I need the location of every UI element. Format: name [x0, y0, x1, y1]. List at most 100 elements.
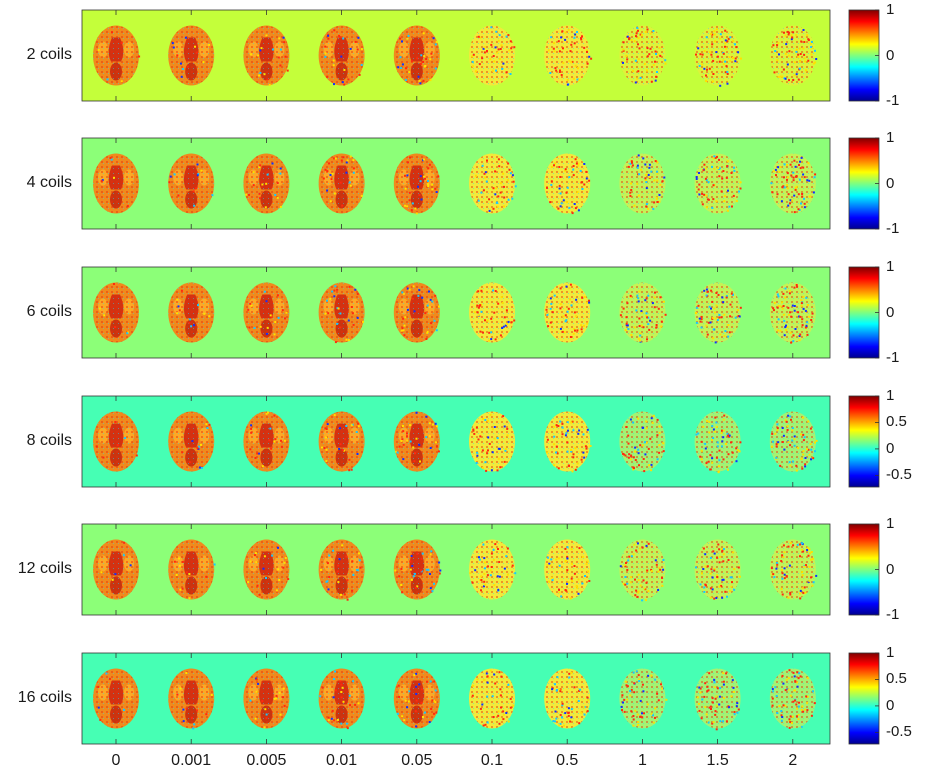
colorbar: [848, 395, 880, 488]
colorbar-tick-label: 1: [886, 129, 895, 146]
brain-slice-image: [318, 25, 365, 86]
x-tick-label: 0.001: [171, 752, 212, 769]
colorbar-tick-label: -1: [886, 349, 900, 366]
brain-slice-image: [243, 411, 290, 472]
brain-slice-image: [769, 153, 817, 214]
colorbar-tick-label: -0.5: [886, 723, 912, 741]
brain-slice-image: [619, 668, 668, 729]
brain-slice-image: [769, 282, 816, 344]
brain-slice-image: [243, 668, 290, 729]
colorbar-tick-label: 1: [886, 387, 895, 404]
brain-slice-image: [168, 539, 216, 600]
brain-slice-image: [694, 539, 741, 600]
brain-slice-image: [619, 153, 666, 214]
colorbar: [848, 266, 880, 359]
colorbar: [848, 523, 880, 616]
colorbar-tick-label: -1: [886, 92, 900, 109]
colorbar-tick-label: 0: [886, 560, 895, 578]
colorbar-tick-label: 0.5: [886, 670, 907, 688]
colorbar-tick-label: -1: [886, 606, 900, 623]
brain-slice-image: [93, 153, 139, 214]
x-tick-label: 0.01: [326, 752, 358, 769]
brain-slice-image: [318, 668, 365, 730]
x-tick-label: 1: [637, 752, 647, 769]
colorbar-tick-label: 1: [886, 644, 895, 661]
brain-slice-image: [243, 153, 290, 214]
brain-slice-image: [93, 282, 139, 343]
colorbar-tick-label: 0: [886, 46, 895, 64]
brain-slice-image: [318, 153, 365, 214]
panel-row: [81, 266, 880, 359]
brain-slice-image: [93, 539, 139, 600]
brain-slice-image: [769, 411, 818, 472]
brain-slice-image: [469, 668, 515, 729]
brain-slice-image: [393, 411, 440, 472]
brain-slice-image: [318, 539, 365, 601]
brain-slice-image: [544, 282, 591, 343]
brain-slice-image: [469, 282, 516, 343]
brain-slice-image: [469, 153, 517, 214]
brain-slice-image: [769, 25, 818, 86]
brain-slice-image: [243, 539, 290, 600]
colorbar: [848, 9, 880, 102]
colorbar-tick-label: 1: [886, 258, 895, 275]
brain-slice-image: [619, 411, 666, 473]
row-label: 16 coils: [17, 688, 72, 706]
brain-slice-image: [619, 282, 667, 343]
x-tick-label: 0.5: [556, 752, 579, 769]
brain-slice-image: [619, 25, 667, 86]
brain-slice-image: [544, 668, 591, 729]
brain-slice-image: [694, 668, 741, 731]
brain-slice-image: [694, 282, 742, 344]
brain-slice-image: [168, 153, 215, 214]
brain-slice-image: [93, 411, 139, 472]
x-tick-label: 0.1: [480, 752, 504, 769]
brain-slice-image: [393, 153, 440, 215]
colorbar-tick-label: 0: [886, 696, 895, 714]
brain-slice-image: [769, 668, 816, 729]
brain-slice-image: [544, 411, 592, 473]
brain-slice-image: [544, 25, 593, 86]
row-label: 4 coils: [26, 173, 72, 191]
x-tick-label: 2: [788, 752, 798, 769]
brain-slice-image: [93, 668, 139, 729]
brain-slice-image: [469, 411, 515, 472]
row-label: 6 coils: [26, 302, 72, 320]
brain-slice-image: [694, 153, 742, 214]
brain-slice-image: [393, 282, 440, 343]
brain-slice-image: [393, 668, 440, 729]
colorbar-tick-label: 0: [886, 174, 895, 192]
colorbar-tick-label: -1: [886, 220, 900, 237]
colorbar-tick-label: 1: [886, 515, 895, 532]
brain-slice-image: [393, 539, 442, 600]
brain-slice-image: [318, 282, 365, 344]
brain-slice-image: [168, 411, 215, 472]
colorbar-tick-label: 0: [886, 439, 895, 457]
panel-row: [81, 395, 880, 488]
brain-slice-image: [694, 25, 742, 87]
brain-slice-image: [243, 282, 290, 343]
x-tick-label: 0.05: [401, 752, 433, 769]
panel-row: [81, 523, 880, 616]
x-tick-label: 0.005: [246, 752, 287, 769]
colorbar-tick-label: -0.5: [886, 466, 912, 484]
brain-slice-image: [769, 539, 818, 600]
row-label: 12 coils: [17, 559, 72, 577]
brain-slice-image: [694, 411, 742, 474]
brain-slice-image: [544, 539, 591, 600]
panel-row: [81, 9, 880, 102]
brain-slice-image: [619, 539, 666, 602]
panel-row: [81, 652, 880, 745]
brain-slice-image: [93, 25, 141, 86]
colorbar-tick-label: 0: [886, 303, 895, 321]
colorbar-tick-label: 0.5: [886, 413, 907, 431]
brain-slice-image: [168, 282, 215, 343]
panel-row: [81, 137, 880, 230]
x-tick-label: 0: [111, 752, 121, 769]
row-label: 2 coils: [26, 45, 72, 63]
colorbar-tick-label: 1: [886, 1, 895, 18]
brain-slice-image: [469, 539, 517, 600]
x-tick-label: 1.5: [706, 752, 729, 769]
colorbar: [848, 652, 880, 745]
